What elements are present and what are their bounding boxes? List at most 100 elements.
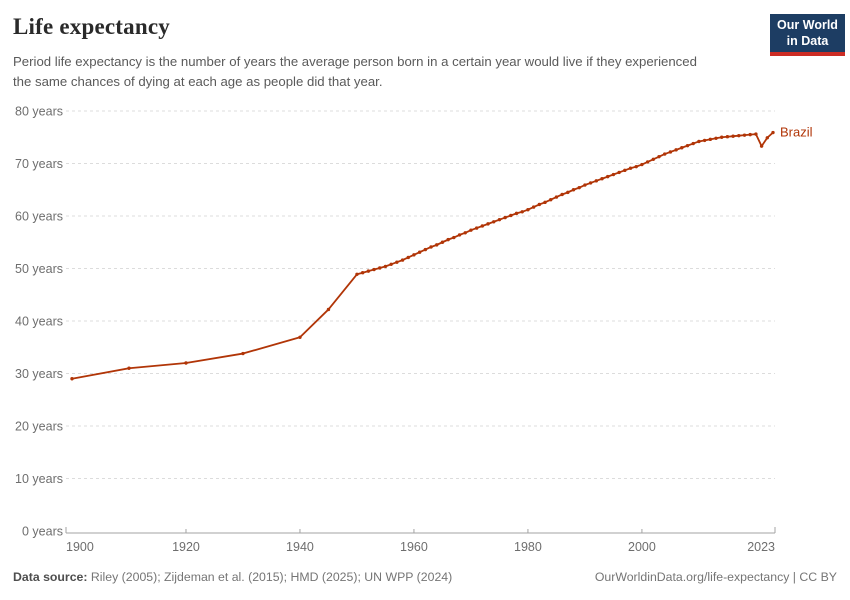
x-axis-label: 2000 [628, 540, 656, 554]
series-point [497, 217, 502, 222]
series-point [737, 133, 741, 138]
y-axis-label: 40 years [15, 315, 63, 329]
series-point [663, 152, 667, 156]
series-point [127, 366, 131, 370]
chart-subtitle: Period life expectancy is the number of … [13, 54, 697, 89]
series-point [241, 351, 245, 356]
series-point [480, 224, 485, 228]
series-point [697, 139, 701, 144]
series-point [577, 185, 581, 190]
series-point [754, 132, 758, 136]
page-title: Life expectancy [13, 14, 170, 39]
series-point [372, 267, 376, 272]
y-axis-label: 80 years [15, 105, 63, 119]
y-axis-label: 70 years [15, 157, 63, 171]
x-axis-label: 1900 [66, 540, 94, 554]
series-point [435, 243, 439, 247]
series-point [440, 240, 445, 244]
series-point [685, 143, 690, 148]
series-point [691, 141, 695, 146]
series-point [474, 226, 479, 230]
series-point [531, 205, 536, 209]
y-axis-label: 30 years [15, 367, 63, 381]
series-point [537, 202, 542, 207]
owid-logo-line1: Our World [777, 18, 838, 32]
x-axis-label: 1940 [286, 540, 314, 554]
x-axis-label: 1920 [172, 540, 200, 554]
series-point [446, 237, 450, 242]
series-point [611, 172, 616, 177]
series-point [554, 195, 559, 199]
series-point [571, 188, 576, 192]
y-axis-label: 50 years [15, 262, 63, 276]
x-axis-label: 1980 [514, 540, 542, 554]
data-source: Data source: Riley (2005); Zijdeman et a… [13, 570, 452, 584]
series-point [725, 135, 730, 139]
series-point [657, 154, 661, 159]
footer-license-link[interactable]: OurWorldinData.org/life-expectancy | CC … [594, 570, 837, 584]
series-point [520, 210, 524, 214]
series-point [298, 335, 302, 339]
series-point [606, 174, 610, 179]
series-point [457, 233, 462, 237]
series-point [463, 231, 467, 235]
series-point [326, 307, 331, 312]
series-point [680, 146, 684, 150]
series-point [389, 262, 393, 266]
chart-footer: Data source: Riley (2005); Zijdeman et a… [13, 570, 837, 584]
series-point [771, 130, 775, 135]
owid-logo[interactable]: Our World in Data [770, 14, 845, 56]
y-axis-label: 10 years [15, 472, 63, 486]
series-point [452, 235, 456, 240]
series-point [731, 134, 735, 138]
series-point [486, 222, 490, 226]
series-point [640, 162, 644, 167]
series-label-brazil: Brazil [780, 125, 813, 140]
data-source-label: Data source: [13, 570, 88, 584]
x-axis-label: 2023 [747, 540, 775, 554]
series-point [492, 220, 496, 224]
series-point [184, 361, 188, 365]
series-point [714, 136, 718, 140]
series-point [514, 211, 519, 216]
series-point [503, 215, 507, 220]
series-point [549, 198, 553, 202]
series-point [674, 148, 678, 152]
series-point [594, 179, 599, 183]
series-point [628, 166, 633, 170]
series-point [395, 260, 399, 264]
series-point [509, 213, 513, 218]
logo-red-bar [770, 52, 845, 56]
series-point [617, 170, 621, 175]
series-point [651, 157, 656, 161]
series-point [417, 250, 422, 254]
series-point [526, 208, 530, 212]
series-point [360, 271, 365, 275]
series-point [400, 258, 405, 262]
series-line-brazil [71, 131, 774, 380]
series-point [720, 135, 724, 139]
series-point [759, 144, 764, 148]
series-point [355, 272, 359, 276]
series-point [423, 247, 428, 252]
series-point [583, 183, 587, 187]
series-point [469, 228, 473, 232]
series-point [765, 136, 770, 140]
y-axis-label: 0 years [22, 525, 63, 539]
series-point [748, 132, 752, 137]
series-point [702, 138, 707, 143]
series-point [70, 377, 74, 381]
data-source-text: Riley (2005); Zijdeman et al. (2015); HM… [87, 570, 453, 584]
series-point [634, 164, 638, 169]
series-point [566, 190, 570, 195]
y-axis-label: 20 years [15, 420, 63, 434]
series-point [645, 160, 650, 164]
series-point [378, 266, 382, 270]
series-point [412, 253, 416, 257]
series-point [406, 255, 410, 260]
series-point [742, 133, 747, 137]
series-point [588, 181, 593, 185]
series-point [600, 177, 604, 181]
series-point [668, 150, 673, 154]
